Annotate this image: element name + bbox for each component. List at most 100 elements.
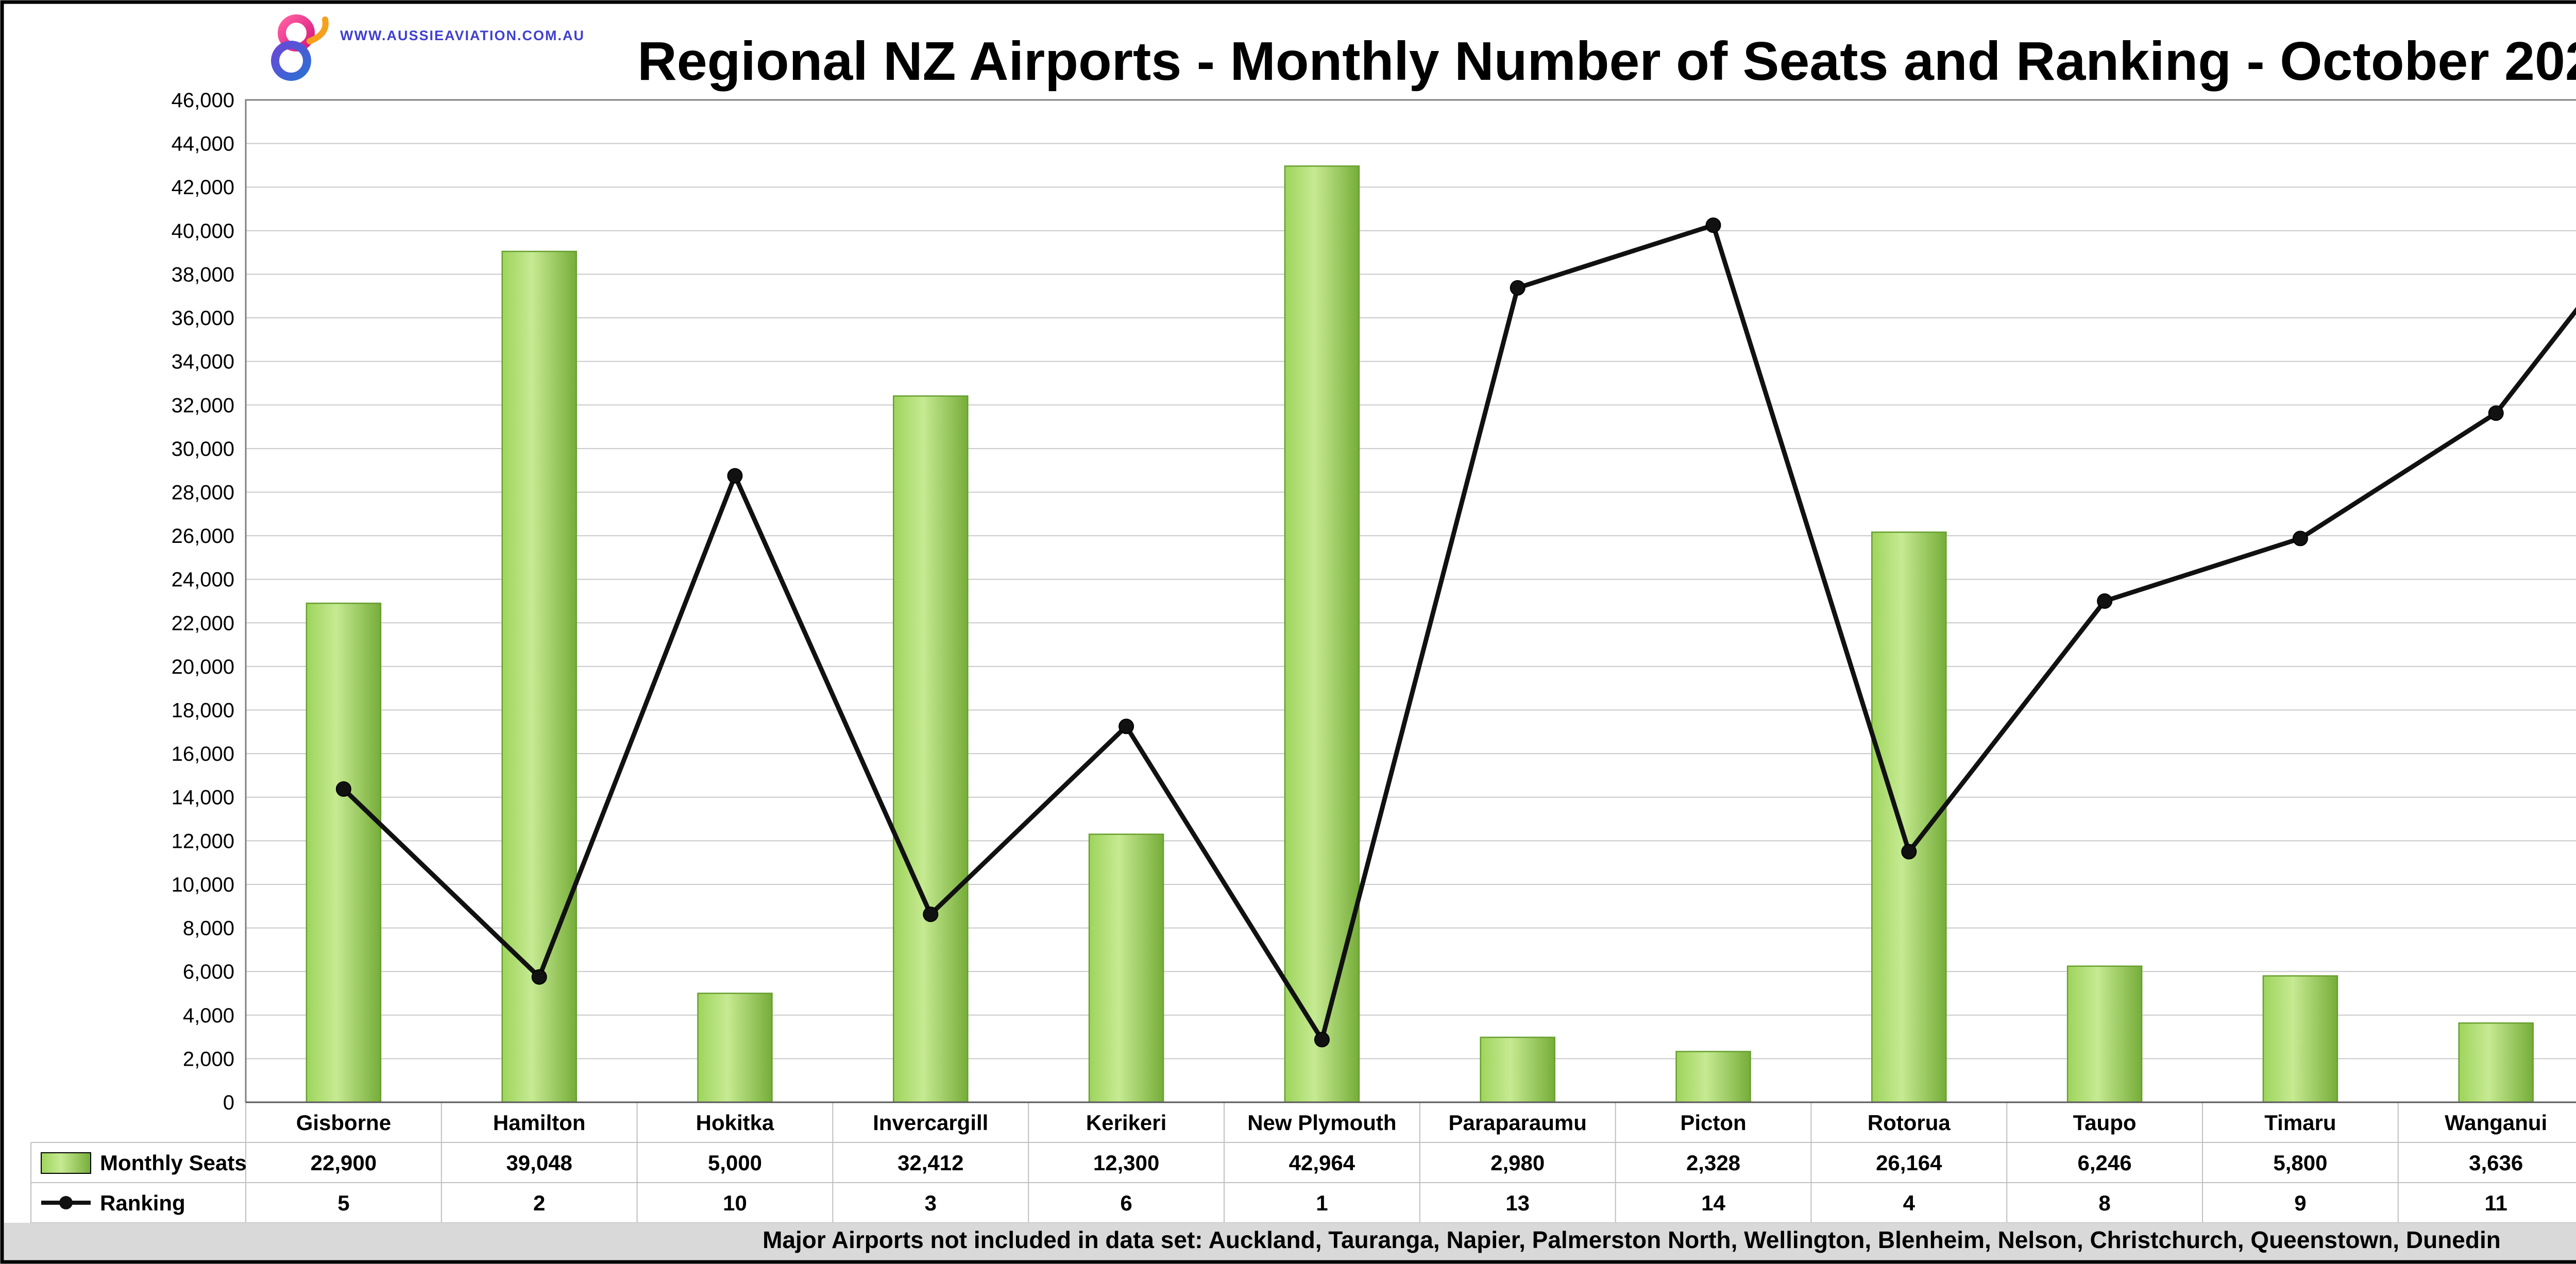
legend-marker-ranking xyxy=(59,1196,73,1209)
ranking-value-Timaru: 9 xyxy=(2294,1191,2306,1215)
left-axis-tick: 14,000 xyxy=(172,787,234,809)
left-axis-tick: 10,000 xyxy=(172,874,234,896)
ranking-value-Hamilton: 2 xyxy=(533,1191,545,1215)
ranking-line xyxy=(341,223,2576,1042)
seats-value-Taupo: 6,246 xyxy=(2078,1151,2132,1175)
seats-value-Picton: 2,328 xyxy=(1686,1151,1740,1175)
seats-value-Wanganui: 3,636 xyxy=(2469,1151,2523,1175)
bar-Taupo xyxy=(2066,965,2143,1103)
legend-label-ranking: Ranking xyxy=(100,1191,185,1215)
data-table: Gisborne 22,900 5 Hamilton 39,048 2 Hokitka 5,0… xyxy=(30,1101,2576,1223)
left-axis-tick: 40,000 xyxy=(172,220,234,243)
ranking-value-Paraparaumu: 13 xyxy=(1505,1191,1530,1215)
ranking-marker-Taupo xyxy=(2097,593,2113,609)
category-label-Gisborne: Gisborne xyxy=(296,1111,391,1135)
category-label-Kerikeri: Kerikeri xyxy=(1086,1111,1166,1135)
legend-label-monthly-seats: Monthly Seats xyxy=(100,1151,247,1175)
ranking-value-Kerikeri: 6 xyxy=(1120,1191,1132,1215)
ranking-marker-Hokitka xyxy=(727,468,743,484)
ranking-value-New Plymouth: 1 xyxy=(1316,1191,1328,1215)
plot-border xyxy=(245,99,2576,1103)
ranking-marker-Gisborne xyxy=(335,781,351,797)
bar-Hamilton xyxy=(501,250,577,1103)
footer-note: Major Airports not included in data set:… xyxy=(762,1226,2501,1253)
seats-value-Paraparaumu: 2,980 xyxy=(1490,1151,1545,1175)
header: WWW.AUSSIEAVIATION.COM.AU Regional NZ Ai… xyxy=(271,14,2576,92)
category-label-Rotorua: Rotorua xyxy=(1868,1111,1951,1135)
left-axis-tick: 12,000 xyxy=(172,830,234,852)
category-label-Hamilton: Hamilton xyxy=(493,1111,586,1135)
ranking-marker-Wanganui xyxy=(2488,405,2504,421)
seats-value-Invercargill: 32,412 xyxy=(897,1151,963,1175)
ranking-value-Taupo: 8 xyxy=(2098,1191,2110,1215)
left-axis-tick: 6,000 xyxy=(183,961,234,983)
bar-Paraparaumu xyxy=(1480,1036,1555,1103)
bar-New Plymouth xyxy=(1284,165,1360,1103)
bar-Kerikeri xyxy=(1088,833,1164,1103)
left-axis-tick: 36,000 xyxy=(172,307,234,330)
category-label-New Plymouth: New Plymouth xyxy=(1247,1111,1396,1135)
left-axis-tick: 2,000 xyxy=(183,1048,234,1070)
ranking-value-Invercargill: 3 xyxy=(925,1191,937,1215)
ranking-marker-Timaru xyxy=(2292,531,2308,546)
ranking-marker-Kerikeri xyxy=(1118,719,1134,735)
plot-area: 0 2,000 4,000 6,000 8,000 10,000 12,000 14,000 1… xyxy=(172,89,2576,1114)
logo-url-text: WWW.AUSSIEAVIATION.COM.AU xyxy=(340,28,585,43)
left-axis-tick: 32,000 xyxy=(172,394,234,417)
category-label-Picton: Picton xyxy=(1680,1111,1746,1135)
seats-value-Timaru: 5,800 xyxy=(2273,1151,2327,1175)
ranking-value-Rotorua: 4 xyxy=(1903,1191,1916,1215)
category-label-Paraparaumu: Paraparaumu xyxy=(1448,1111,1586,1135)
seats-value-Hokitka: 5,000 xyxy=(708,1151,762,1175)
ranking-value-Gisborne: 5 xyxy=(337,1191,349,1215)
ranking-marker-New Plymouth xyxy=(1314,1032,1330,1048)
ranking-marker-Invercargill xyxy=(923,907,939,923)
seats-value-Kerikeri: 12,300 xyxy=(1093,1151,1159,1175)
left-axis-tick: 44,000 xyxy=(172,133,234,156)
bar-Invercargill xyxy=(893,395,969,1103)
aviation-logo-icon xyxy=(271,14,329,81)
left-axis-tick: 8,000 xyxy=(183,917,234,940)
left-axis-tick: 30,000 xyxy=(172,438,234,460)
category-label-Wanganui: Wanganui xyxy=(2445,1111,2547,1135)
left-axis-tick: 34,000 xyxy=(172,351,234,373)
left-axis-tick: 16,000 xyxy=(172,743,234,765)
ranking-marker-Paraparaumu xyxy=(1510,280,1526,296)
left-axis-tick: 22,000 xyxy=(172,612,234,635)
left-axis-tick: 26,000 xyxy=(172,525,234,548)
category-label-Hokitka: Hokitka xyxy=(696,1111,774,1135)
left-axis-tick: 38,000 xyxy=(172,263,234,286)
bar-Hokitka xyxy=(697,993,773,1103)
bar-Wanganui xyxy=(2458,1022,2534,1103)
ranking-value-Picton: 14 xyxy=(1701,1191,1725,1215)
category-label-Taupo: Taupo xyxy=(2073,1111,2137,1135)
ranking-marker-Rotorua xyxy=(1901,844,1917,860)
left-axis-tick: 46,000 xyxy=(172,89,234,112)
seats-value-Rotorua: 26,164 xyxy=(1876,1151,1942,1175)
ranking-marker-Picton xyxy=(1705,217,1721,233)
bar-Gisborne xyxy=(306,602,382,1103)
left-axis-tick: 42,000 xyxy=(172,176,234,199)
left-axis-tick: 24,000 xyxy=(172,569,234,591)
legend-swatch-monthly-seats xyxy=(41,1152,91,1174)
seats-value-Hamilton: 39,048 xyxy=(506,1151,572,1175)
bar-Picton xyxy=(1675,1051,1751,1103)
category-label-Timaru: Timaru xyxy=(2264,1111,2336,1135)
seats-value-Gisborne: 22,900 xyxy=(311,1151,377,1175)
ranking-value-Wanganui: 11 xyxy=(2484,1191,2507,1215)
left-axis-tick: 28,000 xyxy=(172,481,234,504)
category-label-Invercargill: Invercargill xyxy=(873,1111,988,1135)
left-axis-tick: 4,000 xyxy=(183,1004,234,1027)
aussie-aviation-logo-left: WWW.AUSSIEAVIATION.COM.AU xyxy=(271,14,585,81)
footer-band xyxy=(4,1223,2576,1260)
ranking-value-Hokitka: 10 xyxy=(723,1191,747,1215)
seats-value-New Plymouth: 42,964 xyxy=(1289,1151,1355,1175)
ranking-marker-Hamilton xyxy=(531,969,547,985)
left-axis-tick: 18,000 xyxy=(172,699,234,722)
bar-Timaru xyxy=(2262,975,2338,1103)
left-axis-tick: 0 xyxy=(223,1091,234,1114)
left-axis-tick: 20,000 xyxy=(172,656,234,678)
